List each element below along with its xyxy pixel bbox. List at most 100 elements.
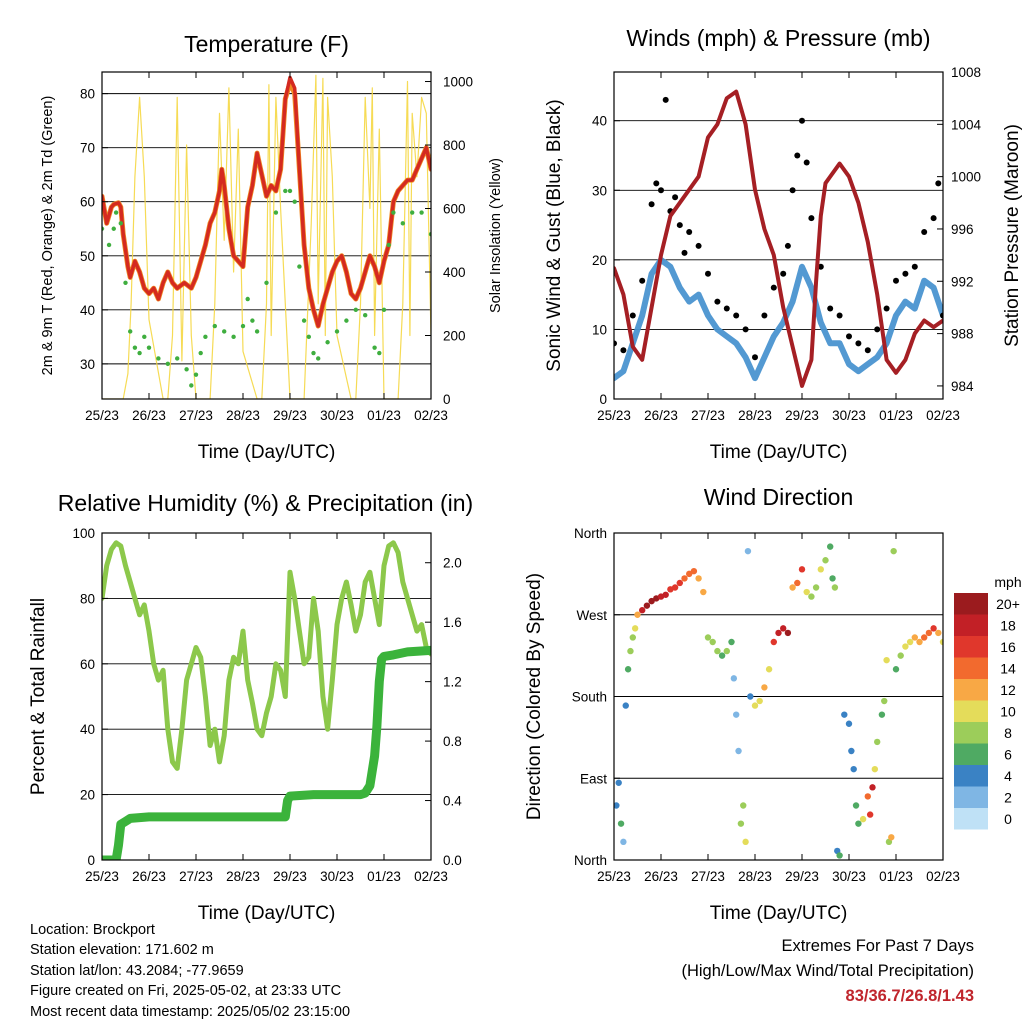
y2-tick-label: 400 (443, 265, 466, 280)
station-elevation: Station elevation: 171.602 m (30, 942, 214, 959)
extremes-subtitle: (High/Low/Max Wind/Total Precipitation) (681, 962, 974, 980)
gust-black-point (629, 312, 636, 319)
gust-black-point (864, 347, 871, 354)
gust-black-point (733, 312, 740, 319)
y2-tick-label: 0 (443, 392, 451, 407)
gust-black-point (808, 215, 815, 222)
y2-tick-label: 200 (443, 329, 466, 344)
direction-point (841, 711, 848, 718)
y-tick-label: 60 (80, 657, 95, 672)
gust-black-point (827, 305, 834, 312)
dewpoint-green-point (137, 350, 142, 356)
gust-black-point (695, 242, 702, 249)
direction-point (803, 588, 810, 596)
direction-point (890, 547, 897, 555)
gust-black-point (846, 333, 852, 340)
direction-point (869, 784, 876, 791)
direction-point (925, 629, 933, 637)
dewpoint-green-point (222, 329, 227, 334)
x-tick-label: 29/23 (273, 869, 307, 884)
extremes-box: Extremes For Past 7 Days (High/Low/Max W… (681, 934, 974, 1009)
y2-tick-label: 2.0 (443, 556, 462, 571)
direction-point (742, 838, 749, 846)
direction-point (836, 852, 843, 859)
y-tick-label: 20 (80, 788, 95, 803)
dewpoint-green-point (264, 280, 269, 285)
direction-point (935, 629, 942, 637)
direction-point (617, 820, 625, 827)
direction-point (817, 566, 824, 573)
direction-plot-area (614, 543, 943, 859)
extremes-values: 83/36.7/26.8/1.43 (845, 987, 974, 1005)
direction-point (878, 711, 886, 718)
gust-black-point (883, 305, 890, 312)
y2-tick-label: 1000 (443, 75, 473, 90)
x-tick-label: 30/23 (832, 408, 866, 423)
gust-black-point (902, 270, 909, 277)
direction-point (671, 584, 679, 591)
y-tick-label: 40 (80, 722, 95, 737)
dewpoint-green-point (184, 367, 189, 372)
direction-point (614, 802, 620, 809)
humidity-plot-area (102, 540, 431, 860)
y2-tick-label: 1.6 (443, 615, 462, 630)
direction-point (784, 629, 792, 637)
legend-swatch (954, 743, 988, 765)
direction-point (855, 820, 862, 827)
direction-point (775, 629, 782, 637)
x-tick-label: 29/23 (785, 869, 819, 884)
gust-black-point (714, 298, 721, 305)
direction-point (780, 625, 787, 632)
legend-label: 0 (1004, 811, 1012, 827)
direction-point (798, 566, 806, 573)
direction-point (629, 634, 636, 641)
wind-blue-series (614, 256, 943, 382)
direction-point (888, 834, 895, 841)
humidity-frame (101, 532, 432, 861)
gust-black-point (817, 263, 824, 270)
humidity-title: Relative Humidity (%) & Precipitation (i… (58, 490, 473, 516)
dewpoint-green-point (419, 210, 424, 215)
y-tick-label: North (574, 853, 607, 868)
x-tick-label: 30/23 (832, 869, 866, 884)
direction-point (730, 675, 738, 682)
gust-black-point (658, 187, 664, 194)
dewpoint-green-point (193, 372, 199, 377)
x-tick-label: 26/23 (132, 408, 166, 423)
y-tick-label: West (576, 608, 607, 623)
direction-point (939, 638, 943, 646)
direction-point (848, 747, 855, 755)
x-tick-label: 27/23 (691, 869, 725, 884)
gust-black-point (653, 180, 660, 187)
direction-point (620, 838, 627, 846)
x-tick-label: 02/23 (414, 408, 448, 423)
rh-lightgreen-series (102, 540, 431, 771)
legend-swatch (954, 722, 988, 744)
direction-point (615, 779, 622, 786)
direction-point (866, 811, 874, 818)
direction-point (881, 697, 888, 705)
legend-swatch (954, 786, 988, 808)
direction-point (852, 802, 860, 809)
extremes-title: Extremes For Past 7 Days (781, 937, 974, 955)
dewpoint-green-point (198, 350, 203, 356)
legend-label: 14 (1000, 661, 1016, 677)
y-tick-label: 50 (80, 249, 95, 264)
y2-tick-label: 1004 (951, 117, 982, 132)
x-tick-label: 26/23 (132, 869, 166, 884)
direction-point (827, 543, 834, 550)
dewpoint-green-point (400, 221, 405, 226)
gust-black-point (794, 152, 801, 159)
direction-point (761, 684, 768, 691)
direction-point (631, 625, 639, 632)
direction-point (808, 593, 815, 600)
legend-swatch (954, 593, 988, 615)
y-tick-label: 80 (80, 87, 95, 102)
gust-black-point (676, 222, 683, 229)
legend-swatch (954, 765, 988, 787)
temperature-title: Temperature (F) (184, 31, 349, 57)
direction-point (700, 588, 707, 596)
pressure-maroon-series (614, 89, 943, 388)
x-tick-label: 26/23 (644, 408, 678, 423)
winds-title: Winds (mph) & Pressure (mb) (626, 25, 930, 51)
